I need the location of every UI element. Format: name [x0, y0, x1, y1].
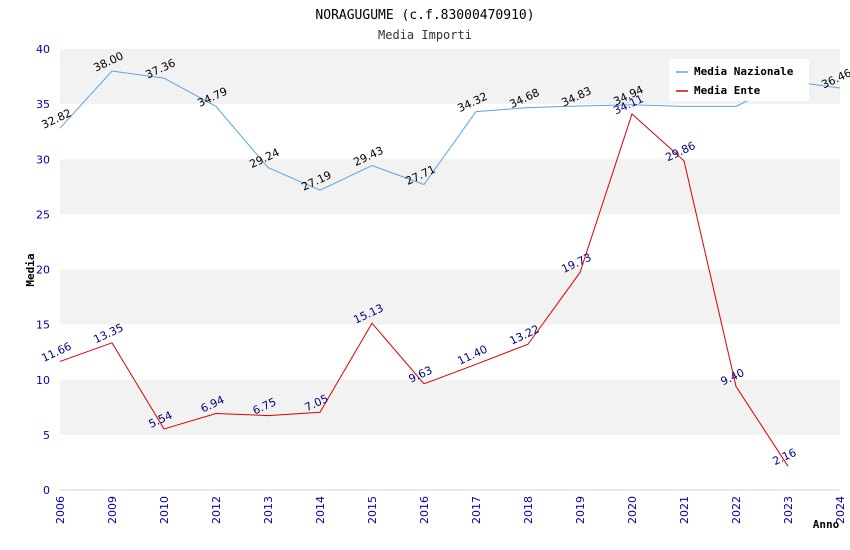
x-tick-label: 2019	[574, 496, 587, 524]
legend: Media Nazionale Media Ente	[669, 59, 809, 101]
grid-band	[60, 104, 840, 160]
x-tick-label: 2023	[782, 496, 795, 524]
y-axis-label: Media	[24, 253, 37, 286]
grid-band	[60, 434, 840, 490]
y-axis-ticks: 0 5 10 15 20 25 30 35 40	[36, 43, 50, 497]
x-tick-label: 2009	[106, 496, 119, 524]
grid-band	[60, 159, 840, 215]
grid-band	[60, 214, 840, 270]
x-tick-label: 2006	[54, 496, 67, 524]
x-tick-label: 2021	[678, 496, 691, 524]
legend-label-ente: Media Ente	[694, 84, 761, 97]
grid-band	[60, 269, 840, 325]
legend-box	[669, 59, 809, 101]
series-line-media-nazionale	[59, 70, 841, 191]
y-tick-label: 15	[36, 319, 50, 332]
chart-subtitle: Media Importi	[378, 28, 472, 42]
legend-label-nazionale: Media Nazionale	[694, 65, 794, 78]
y-tick-label: 25	[36, 208, 50, 221]
y-tick-label: 0	[43, 484, 50, 497]
grid-band	[60, 324, 840, 380]
x-tick-label: 2017	[470, 496, 483, 524]
x-tick-label: 2014	[314, 496, 327, 524]
x-tick-label: 2010	[158, 496, 171, 524]
x-tick-label: 2024	[834, 496, 847, 524]
grid-band	[60, 379, 840, 435]
x-tick-label: 2012	[210, 496, 223, 524]
x-tick-label: 2016	[418, 496, 431, 524]
series-line-media-ente	[59, 113, 789, 467]
x-tick-label: 2013	[262, 496, 275, 524]
y-tick-label: 5	[43, 429, 50, 442]
x-tick-label: 2022	[730, 496, 743, 524]
y-tick-label: 30	[36, 153, 50, 166]
x-tick-label: 2020	[626, 496, 639, 524]
x-axis-label: Anno	[813, 518, 840, 531]
x-tick-label: 2018	[522, 496, 535, 524]
y-tick-label: 35	[36, 98, 50, 111]
y-tick-label: 20	[36, 264, 50, 277]
y-tick-label: 10	[36, 374, 50, 387]
x-axis-ticks: 2006 2009 2010 2012 2013 2014 2015 2016 2017 2018…	[54, 496, 847, 524]
series-layer	[59, 70, 841, 467]
chart-title: NORAGUGUME (c.f.83000470910)	[315, 8, 534, 23]
y-tick-label: 40	[36, 43, 50, 56]
x-tick-label: 2015	[366, 496, 379, 524]
grid-bands	[60, 49, 840, 491]
